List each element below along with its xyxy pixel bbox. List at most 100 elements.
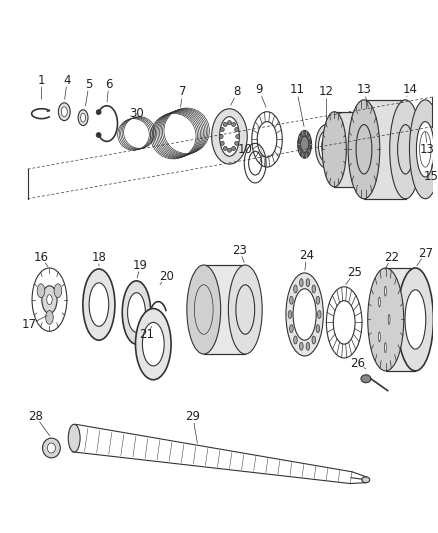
- Ellipse shape: [362, 477, 370, 483]
- Ellipse shape: [300, 136, 309, 152]
- Ellipse shape: [385, 343, 386, 352]
- Ellipse shape: [378, 332, 380, 342]
- Ellipse shape: [306, 342, 310, 350]
- Ellipse shape: [54, 284, 62, 297]
- Ellipse shape: [96, 133, 101, 138]
- Ellipse shape: [227, 120, 231, 125]
- Ellipse shape: [410, 100, 438, 199]
- Ellipse shape: [142, 322, 164, 366]
- Ellipse shape: [232, 123, 236, 126]
- Text: 8: 8: [234, 85, 241, 99]
- Ellipse shape: [78, 110, 88, 126]
- Ellipse shape: [294, 285, 297, 293]
- Ellipse shape: [318, 131, 334, 162]
- Ellipse shape: [322, 112, 346, 187]
- Text: 23: 23: [232, 244, 247, 257]
- Ellipse shape: [306, 279, 310, 287]
- Text: 19: 19: [133, 259, 148, 271]
- Ellipse shape: [61, 107, 67, 117]
- Ellipse shape: [83, 269, 115, 340]
- Ellipse shape: [220, 141, 224, 146]
- Ellipse shape: [96, 110, 101, 115]
- Text: 16: 16: [34, 251, 49, 264]
- Ellipse shape: [220, 127, 224, 132]
- Ellipse shape: [348, 100, 380, 199]
- Ellipse shape: [228, 265, 262, 354]
- Ellipse shape: [235, 141, 239, 146]
- Ellipse shape: [294, 336, 297, 344]
- Ellipse shape: [223, 123, 227, 126]
- Ellipse shape: [397, 268, 433, 371]
- Ellipse shape: [227, 148, 231, 152]
- Ellipse shape: [122, 281, 151, 344]
- Text: 13: 13: [420, 143, 434, 156]
- Ellipse shape: [375, 272, 392, 367]
- Ellipse shape: [312, 336, 315, 344]
- Ellipse shape: [318, 311, 321, 318]
- Text: 14: 14: [403, 84, 418, 96]
- Ellipse shape: [290, 296, 293, 304]
- Text: 10: 10: [238, 143, 253, 156]
- Ellipse shape: [288, 311, 292, 318]
- Ellipse shape: [47, 443, 55, 453]
- Ellipse shape: [378, 297, 380, 307]
- Ellipse shape: [315, 125, 337, 168]
- Text: 13: 13: [357, 84, 371, 96]
- Bar: [204, 265, 245, 354]
- Ellipse shape: [68, 424, 80, 452]
- Ellipse shape: [135, 309, 171, 379]
- Text: 12: 12: [319, 85, 334, 99]
- Text: 11: 11: [289, 84, 304, 96]
- Ellipse shape: [37, 284, 45, 297]
- Ellipse shape: [286, 273, 323, 356]
- Ellipse shape: [361, 375, 371, 383]
- Ellipse shape: [300, 279, 303, 287]
- Ellipse shape: [58, 103, 70, 120]
- Text: 26: 26: [350, 358, 366, 370]
- Ellipse shape: [290, 325, 293, 333]
- Text: 29: 29: [185, 410, 200, 423]
- Text: 27: 27: [418, 247, 433, 260]
- Text: 24: 24: [299, 248, 314, 262]
- Text: 21: 21: [139, 328, 154, 341]
- Ellipse shape: [212, 109, 247, 164]
- Text: 30: 30: [129, 107, 144, 120]
- Ellipse shape: [300, 342, 303, 350]
- Bar: [334, 112, 369, 187]
- Ellipse shape: [405, 290, 426, 349]
- Ellipse shape: [127, 293, 145, 332]
- Ellipse shape: [298, 131, 311, 158]
- Text: 17: 17: [22, 318, 37, 331]
- Text: 15: 15: [424, 169, 438, 182]
- Ellipse shape: [357, 112, 381, 187]
- Ellipse shape: [81, 113, 85, 122]
- Ellipse shape: [42, 286, 57, 313]
- Ellipse shape: [293, 289, 316, 340]
- Ellipse shape: [390, 100, 421, 199]
- Text: 18: 18: [92, 251, 106, 264]
- Ellipse shape: [187, 265, 221, 354]
- Ellipse shape: [236, 134, 240, 139]
- Ellipse shape: [46, 311, 53, 325]
- Text: 9: 9: [255, 84, 263, 96]
- Ellipse shape: [219, 134, 223, 139]
- Text: 4: 4: [64, 74, 71, 86]
- Ellipse shape: [235, 127, 239, 132]
- Text: 22: 22: [384, 251, 399, 264]
- Text: 20: 20: [159, 270, 173, 284]
- Ellipse shape: [388, 314, 390, 325]
- Bar: [386, 268, 415, 371]
- Ellipse shape: [232, 147, 236, 150]
- Text: 25: 25: [346, 266, 361, 279]
- Bar: [364, 100, 406, 199]
- Ellipse shape: [417, 122, 434, 177]
- Ellipse shape: [223, 147, 227, 150]
- Ellipse shape: [312, 285, 315, 293]
- Ellipse shape: [89, 283, 109, 326]
- Text: 1: 1: [38, 74, 45, 86]
- Ellipse shape: [316, 296, 320, 304]
- Ellipse shape: [219, 117, 239, 156]
- Text: 5: 5: [85, 77, 93, 91]
- Ellipse shape: [385, 286, 386, 296]
- Text: 28: 28: [28, 410, 43, 423]
